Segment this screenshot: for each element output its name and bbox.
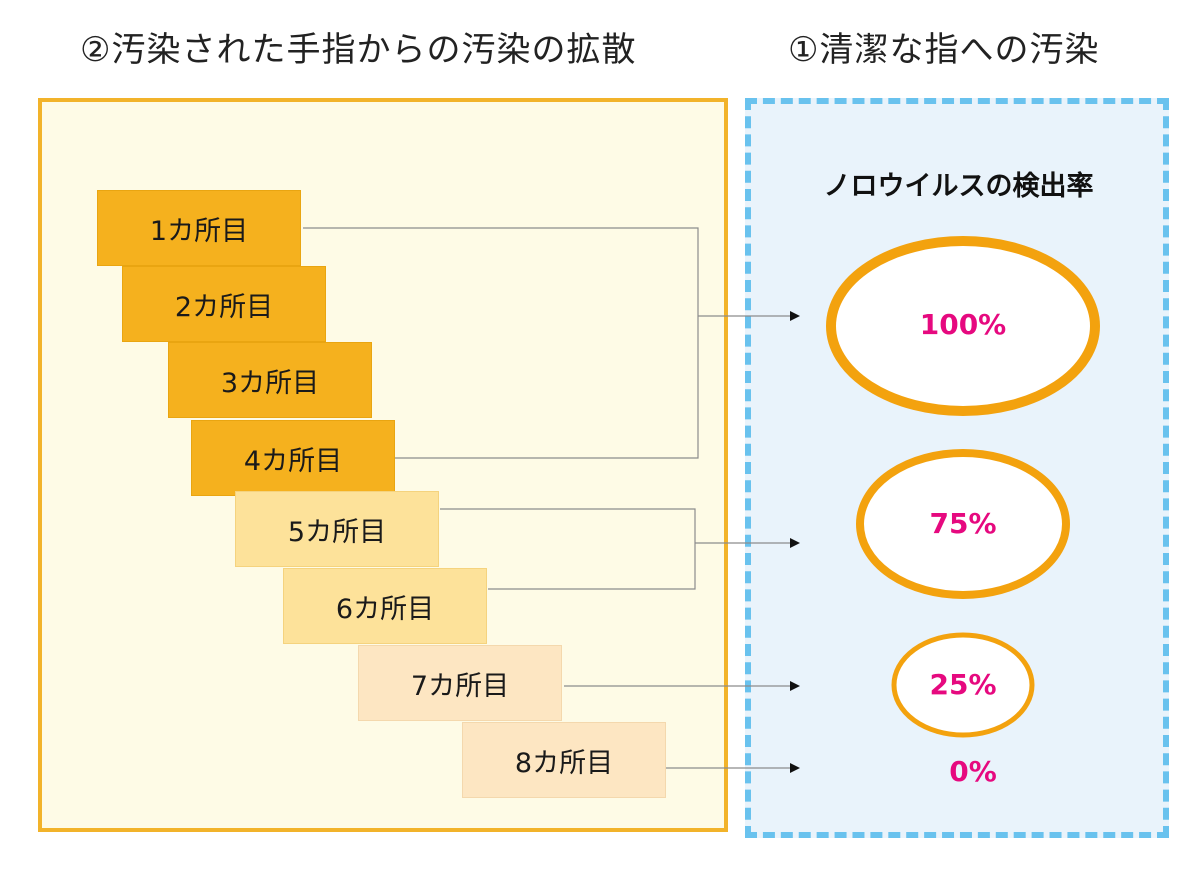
card-step-8: 8カ所目 <box>462 722 666 798</box>
card-step-6: 6カ所目 <box>283 568 487 644</box>
result-ellipse-25 <box>891 632 1035 738</box>
result-percent-25: 25% <box>929 668 997 701</box>
card-step-6-label: 6カ所目 <box>335 593 435 625</box>
result-percent-75: 75% <box>929 507 997 540</box>
card-step-7: 7カ所目 <box>358 645 562 721</box>
card-step-2-label: 2カ所目 <box>174 291 274 323</box>
card-step-4: 4カ所目 <box>191 420 395 496</box>
card-step-5: 5カ所目 <box>235 491 439 567</box>
card-step-5-label: 5カ所目 <box>287 516 387 548</box>
card-step-4-label: 4カ所目 <box>243 445 343 477</box>
connector-group-1 <box>303 227 699 459</box>
card-step-3: 3カ所目 <box>168 342 372 418</box>
result-ellipse-100 <box>826 236 1100 416</box>
connector-group-2 <box>440 508 696 590</box>
result-ellipse-75 <box>856 449 1070 599</box>
card-step-3-label: 3カ所目 <box>220 367 320 399</box>
card-step-7-label: 7カ所目 <box>410 670 510 702</box>
card-step-2: 2カ所目 <box>122 266 326 342</box>
card-step-8-label: 8カ所目 <box>514 747 614 779</box>
detection-rate-heading: ノロウイルスの検出率 <box>823 171 1094 202</box>
result-percent-0: 0% <box>949 755 997 788</box>
card-step-1-label: 1カ所目 <box>149 215 249 247</box>
right-section-title: ①清潔な指への汚染 <box>788 30 1100 70</box>
card-step-1: 1カ所目 <box>97 190 301 266</box>
result-percent-100: 100% <box>919 308 1007 341</box>
left-section-title: ②汚染された手指からの汚染の拡散 <box>80 30 637 70</box>
